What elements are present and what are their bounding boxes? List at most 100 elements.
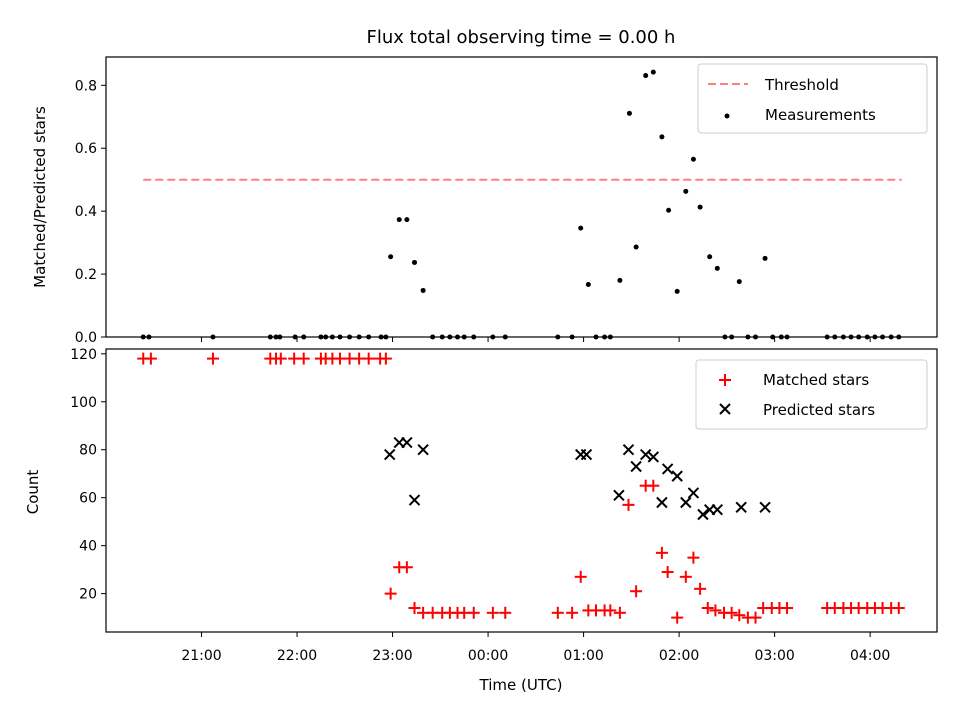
measurement-point — [674, 288, 680, 294]
measurement-point — [659, 134, 665, 140]
predicted-star-point — [580, 448, 593, 461]
matched-star-point — [566, 606, 579, 619]
matched-star-point — [661, 566, 674, 579]
bottom-y-axis: 20 40 60 80 100 120 — [70, 347, 106, 603]
legend-predicted-swatch — [719, 403, 731, 415]
bottom-y-tick-label: 100 — [70, 395, 97, 411]
measurement-point — [585, 281, 591, 287]
top-y-tick-label: 0.4 — [75, 204, 97, 220]
bottom-axes-frame — [105, 348, 938, 633]
matched-star-point — [709, 604, 722, 617]
predicted-star-point — [735, 501, 747, 513]
matched-star-point — [499, 606, 512, 619]
matched-star-point — [362, 352, 375, 365]
predicted-star-point — [622, 444, 635, 456]
matched-star-point — [725, 606, 738, 619]
measurement-point — [683, 188, 689, 194]
legend-measurements-label: Measurements — [765, 106, 876, 124]
top-plot-area — [140, 69, 902, 340]
matched-star-point — [781, 602, 794, 615]
measurement-point — [690, 156, 696, 162]
top-y-axis-label: Matched/Predicted stars — [31, 106, 49, 288]
x-axis-label: Time (UTC) — [479, 676, 563, 694]
matched-star-point — [892, 602, 905, 615]
legend-matched-swatch — [719, 374, 731, 386]
predicted-star-point — [639, 448, 652, 461]
bottom-plot-area — [137, 352, 905, 624]
bottom-y-tick-label: 120 — [70, 347, 97, 363]
measurement-point — [697, 204, 703, 210]
predicted-star-point — [759, 501, 771, 513]
matched-star-point — [613, 606, 626, 619]
matched-star-point — [655, 546, 668, 559]
matched-star-point — [604, 604, 617, 617]
measurement-point — [396, 217, 402, 223]
bottom-y-tick-label: 80 — [79, 443, 97, 459]
top-legend-box — [697, 63, 928, 134]
bottom-x-axis: 21:00 22:00 23:00 00:00 01:00 02:00 03:00 04:00 — [181, 632, 890, 664]
x-tick-label: 23:00 — [372, 648, 412, 664]
predicted-star-point — [647, 451, 660, 463]
top-y-tick-label: 0.0 — [75, 330, 97, 346]
matched-star-point — [297, 352, 310, 365]
predicted-star-point — [630, 460, 642, 473]
measurement-point — [617, 277, 623, 283]
legend-matched-label: Matched stars — [763, 371, 869, 389]
matched-star-point — [679, 570, 692, 583]
predicted-star-point — [661, 463, 674, 475]
predicted-star-point — [383, 448, 396, 461]
matched-star-point — [694, 582, 707, 595]
matched-star-point — [701, 602, 714, 615]
matched-star-point — [384, 587, 397, 600]
bottom-y-axis-label: Count — [24, 470, 42, 515]
measurement-point — [736, 279, 742, 285]
matched-star-point — [408, 602, 421, 615]
bottom-legend: Matched stars Predicted stars — [695, 359, 928, 430]
top-y-axis: 0.0 0.2 0.4 0.6 0.8 — [75, 78, 106, 346]
measurement-point — [420, 287, 426, 293]
matched-star-point — [671, 611, 684, 624]
measurement-point — [578, 225, 584, 231]
matched-star-point — [622, 498, 635, 511]
x-tick-label: 03:00 — [754, 648, 794, 664]
x-tick-label: 01:00 — [563, 648, 603, 664]
predicted-star-point — [711, 503, 724, 516]
predicted-star-point — [613, 489, 625, 502]
matched-star-point — [574, 570, 587, 583]
predicted-star-point — [417, 444, 429, 456]
matched-star-point — [630, 585, 643, 598]
measurement-point — [404, 217, 410, 223]
predicted-star-point — [680, 496, 692, 509]
predicted-star-point — [408, 494, 421, 506]
top-legend: Threshold Measurements — [697, 63, 928, 134]
measurement-point — [633, 244, 639, 250]
x-tick-label: 04:00 — [850, 648, 890, 664]
measurement-point — [762, 255, 768, 261]
measurement-point — [714, 265, 720, 271]
legend-threshold-label: Threshold — [764, 76, 839, 94]
matched-star-point — [551, 606, 564, 619]
matched-star-point — [379, 352, 392, 365]
bottom-y-tick-label: 40 — [79, 539, 97, 555]
bottom-panel: 20 40 60 80 100 120 21:00 22:00 23:00 00:00 01:00… — [24, 347, 938, 694]
bottom-y-tick-label: 20 — [79, 587, 97, 603]
x-tick-label: 21:00 — [181, 648, 221, 664]
matched-star-point — [274, 352, 287, 365]
matched-star-point — [749, 611, 762, 624]
top-x-axis — [201, 337, 871, 342]
predicted-star-point — [671, 470, 683, 482]
predicted-star-point — [401, 436, 413, 449]
measurement-point — [666, 207, 672, 213]
bottom-y-tick-label: 60 — [79, 491, 97, 507]
top-panel: 0.00.20.40.60.8 Matched/Predicted stars … — [31, 56, 938, 346]
matched-star-point — [400, 561, 413, 574]
measurement-point — [707, 254, 713, 260]
matched-star-point — [486, 606, 499, 619]
chart-title: Flux total observing time = 0.00 h — [367, 27, 676, 48]
top-axes-frame — [105, 56, 938, 338]
x-tick-label: 02:00 — [659, 648, 699, 664]
measurement-point — [412, 259, 418, 265]
matched-star-point — [687, 551, 700, 564]
bottom-legend-box — [695, 359, 928, 430]
